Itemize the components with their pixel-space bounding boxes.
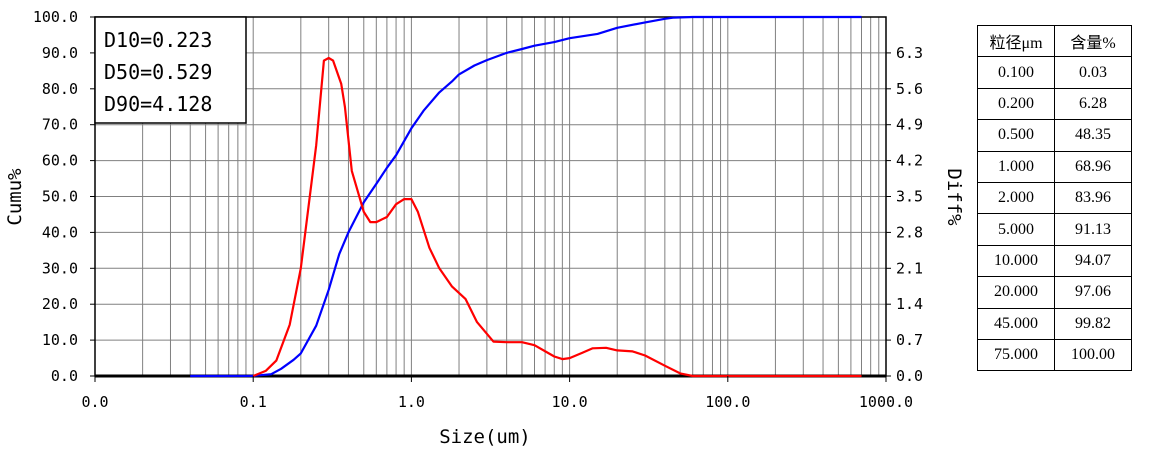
size-cell: 0.200	[977, 87, 1055, 121]
right-y-tick-label: 4.9	[896, 116, 923, 134]
left-y-tick-label: 30.0	[42, 259, 78, 277]
size-column-header: 粒径μm	[977, 24, 1055, 58]
x-tick-label: 0.0	[81, 393, 108, 411]
content-cell: 68.96	[1054, 150, 1132, 183]
table-row: 45.000 99.82	[977, 307, 1132, 340]
table-body: 0.100 0.03 0.200 6.28 0.500 48.35 1.000 68.96 2.…	[977, 56, 1132, 372]
left-y-tick-label: 40.0	[42, 223, 78, 241]
table-row: 0.100 0.03	[977, 56, 1132, 89]
d10-label: D10=0.223	[104, 28, 212, 52]
size-cell: 2.000	[977, 181, 1055, 215]
size-content-table: 粒径μm 含量% 0.100 0.03 0.200 6.28 0.500 48.35 1.0…	[977, 24, 1132, 372]
x-tick-label: 1.0	[398, 393, 425, 411]
d90-label: D90=4.128	[104, 92, 212, 116]
table-row: 1.000 68.96	[977, 150, 1132, 183]
d-values-box: D10=0.223 D50=0.529 D90=4.128	[94, 16, 247, 124]
x-tick-label: 1000.0	[859, 393, 913, 411]
table-row: 0.500 48.35	[977, 119, 1132, 152]
left-y-tick-label: 70.0	[42, 116, 78, 134]
left-y-ticks: 0.0 10.0 20.0 30.0 40.0 50.0 60.0 70.0 80.0 90.0 1…	[33, 8, 95, 385]
right-y-ticks: 0.0 0.7 1.4 2.1 2.8 3.5 4.2 4.9 5.6 6.3	[886, 44, 923, 385]
left-y-axis-title: Cumu%	[4, 168, 26, 226]
d50-label: D50=0.529	[104, 60, 212, 84]
right-y-tick-label: 0.0	[896, 367, 923, 385]
size-cell: 75.000	[977, 338, 1055, 372]
right-y-tick-label: 0.7	[896, 331, 923, 349]
left-y-tick-label: 60.0	[42, 152, 78, 170]
table-row: 2.000 83.96	[977, 181, 1132, 215]
content-cell: 97.06	[1054, 276, 1132, 309]
left-y-tick-label: 10.0	[42, 331, 78, 349]
content-cell: 6.28	[1054, 87, 1132, 121]
size-cell: 5.000	[977, 213, 1055, 246]
left-y-tick-label: 20.0	[42, 295, 78, 313]
content-cell: 91.13	[1054, 213, 1132, 246]
table-row: 5.000 91.13	[977, 213, 1132, 246]
content-cell: 83.96	[1054, 181, 1132, 215]
right-y-tick-label: 5.6	[896, 80, 923, 98]
size-cell: 0.500	[977, 119, 1055, 152]
size-cell: 0.100	[977, 56, 1055, 89]
left-y-tick-label: 50.0	[42, 188, 78, 206]
right-y-tick-label: 6.3	[896, 44, 923, 62]
cumulative-curve	[190, 15, 862, 378]
right-y-tick-label: 2.1	[896, 259, 923, 277]
diff-curve	[252, 56, 862, 378]
size-cell: 10.000	[977, 244, 1055, 278]
table-row: 20.000 97.06	[977, 276, 1132, 309]
table-row: 75.000 100.00	[977, 338, 1132, 372]
right-y-tick-label: 2.8	[896, 223, 923, 241]
left-y-tick-label: 90.0	[42, 44, 78, 62]
size-cell: 20.000	[977, 276, 1055, 309]
x-ticks: 0.0 0.1 1.0 10.0 100.0 1000.0	[81, 376, 913, 411]
table-row: 10.000 94.07	[977, 244, 1132, 278]
content-cell: 100.00	[1054, 338, 1132, 372]
right-y-axis-title: Diff%	[943, 168, 965, 226]
content-cell: 94.07	[1054, 244, 1132, 278]
right-y-tick-label: 1.4	[896, 295, 923, 313]
content-cell: 0.03	[1054, 56, 1132, 89]
size-cell: 1.000	[977, 150, 1055, 183]
content-cell: 48.35	[1054, 119, 1132, 152]
left-y-tick-label: 100.0	[33, 8, 78, 26]
left-y-tick-label: 80.0	[42, 80, 78, 98]
x-tick-label: 10.0	[552, 393, 588, 411]
content-column-header: 含量%	[1054, 24, 1132, 58]
right-y-tick-label: 3.5	[896, 188, 923, 206]
table-row: 0.200 6.28	[977, 87, 1132, 121]
content-cell: 99.82	[1054, 307, 1132, 340]
series	[190, 15, 862, 378]
right-y-tick-label: 4.2	[896, 152, 923, 170]
x-tick-label: 0.1	[240, 393, 267, 411]
x-axis-title: Size(um)	[439, 426, 531, 448]
left-y-tick-label: 0.0	[51, 367, 78, 385]
table-header-row: 粒径μm 含量%	[977, 24, 1132, 58]
size-cell: 45.000	[977, 307, 1055, 340]
x-tick-label: 100.0	[705, 393, 750, 411]
d-values-frame	[94, 16, 247, 124]
